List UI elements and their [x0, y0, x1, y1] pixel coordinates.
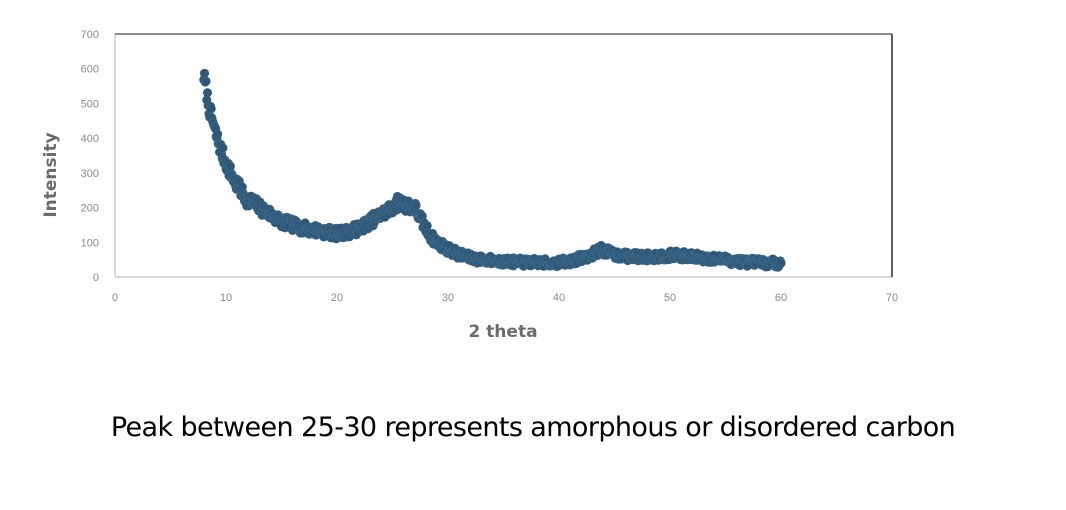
y-axis-ticks: 0 100 200 300 400 500 600 700 — [81, 29, 99, 284]
x-axis-title: 2 theta — [468, 322, 537, 342]
y-tick-label: 300 — [81, 168, 99, 180]
data-markers — [199, 68, 786, 272]
x-tick-label: 50 — [664, 292, 676, 304]
xrd-chart: 0 100 200 300 400 500 600 700 0 10 20 30 40 50 60 70 I… — [41, 29, 898, 342]
data-point — [218, 143, 228, 153]
x-tick-label: 20 — [331, 292, 343, 304]
plot-frame — [114, 33, 893, 278]
x-tick-label: 60 — [775, 292, 787, 304]
y-tick-label: 200 — [81, 203, 99, 215]
x-tick-label: 30 — [442, 292, 454, 304]
data-point — [411, 200, 421, 210]
y-tick-label: 500 — [81, 98, 99, 110]
x-tick-label: 70 — [886, 292, 898, 304]
y-axis-title: Intensity — [41, 132, 61, 217]
x-tick-label: 40 — [553, 292, 565, 304]
y-tick-label: 0 — [93, 272, 99, 284]
data-point — [202, 88, 213, 98]
data-point — [225, 161, 235, 171]
data-point — [776, 258, 786, 268]
x-axis-ticks: 0 10 20 30 40 50 60 70 — [112, 292, 898, 304]
y-tick-label: 600 — [81, 64, 99, 76]
y-tick-label: 100 — [81, 237, 99, 249]
data-point — [199, 68, 210, 78]
data-point — [201, 76, 211, 86]
y-tick-label: 700 — [81, 29, 99, 41]
x-tick-label: 0 — [112, 292, 118, 304]
data-point — [213, 129, 223, 139]
x-tick-label: 10 — [220, 292, 232, 304]
slide-caption: Peak between 25-30 represents amorphous … — [110, 412, 956, 443]
y-tick-label: 400 — [81, 133, 99, 145]
data-point — [206, 104, 216, 114]
